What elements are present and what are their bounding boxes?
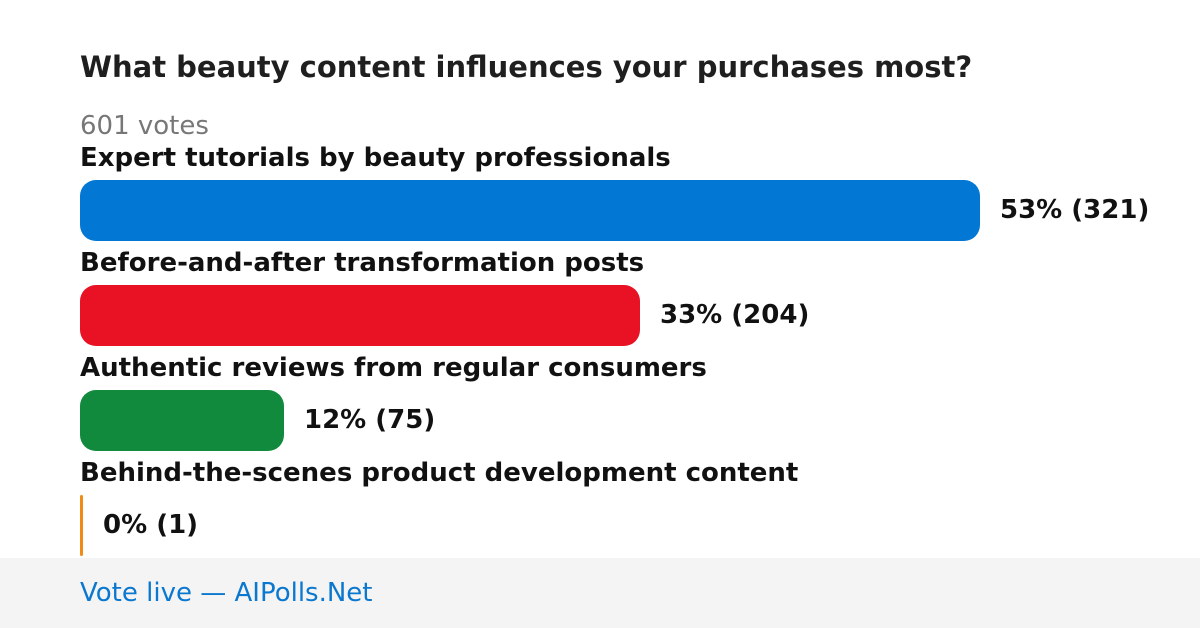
option-bar [80, 390, 284, 451]
option-bar [80, 495, 83, 556]
vote-count: 601 votes [80, 111, 209, 141]
option-value-label: 12% (75) [304, 405, 436, 435]
option-label: Behind-the-scenes product development co… [80, 458, 799, 488]
vote-live-link[interactable]: Vote live — AIPolls.Net [80, 578, 373, 608]
option-value-label: 53% (321) [1000, 195, 1150, 225]
option-value-label: 33% (204) [660, 300, 810, 330]
option-bar [80, 285, 640, 346]
option-label: Authentic reviews from regular consumers [80, 353, 707, 383]
option-bar [80, 180, 980, 241]
poll-question: What beauty content influences your purc… [80, 50, 973, 84]
option-value-label: 0% (1) [103, 510, 199, 540]
footer-bar: Vote live — AIPolls.Net [0, 558, 1200, 628]
option-label: Before-and-after transformation posts [80, 248, 645, 278]
option-label: Expert tutorials by beauty professionals [80, 143, 671, 173]
